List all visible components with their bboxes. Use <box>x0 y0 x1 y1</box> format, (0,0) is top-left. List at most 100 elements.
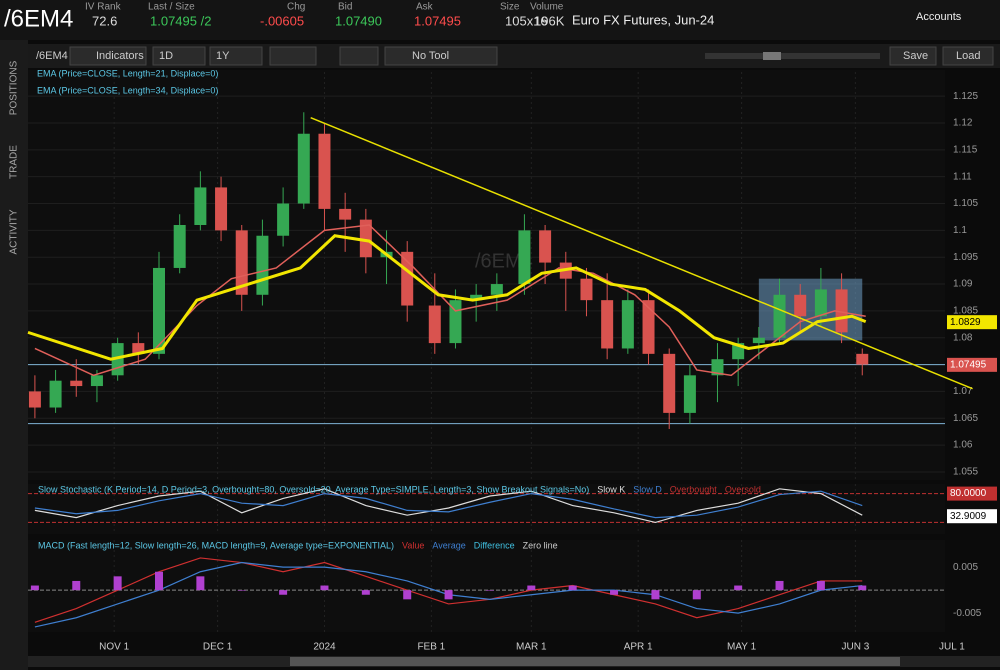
save-label: Save <box>903 50 928 62</box>
x-tick-label: NOV 1 <box>99 642 129 653</box>
ema-line <box>27 234 867 361</box>
load-button[interactable] <box>942 46 994 66</box>
histogram-bar <box>155 571 163 591</box>
quote-label: IV Rank <box>85 2 122 13</box>
tool-select[interactable] <box>384 46 498 66</box>
candle-body <box>490 284 503 295</box>
y-tick-label: 1.1 <box>953 225 967 236</box>
sidebar <box>0 40 28 670</box>
y-tick-label: 1.08 <box>953 332 973 343</box>
quote-label: Volume <box>530 2 564 13</box>
study-label: EMA (Price=CLOSE, Length=21, Displace=0) <box>37 68 218 78</box>
histogram-bar <box>403 590 412 600</box>
histogram-bar <box>858 585 867 591</box>
quote-label: Size <box>500 2 520 13</box>
candle-body <box>318 133 331 209</box>
candle-body <box>194 187 207 225</box>
axis-marker <box>947 509 997 524</box>
quote-value: 1.07495 <box>414 13 461 28</box>
candle-body <box>173 225 186 268</box>
candle-body <box>470 294 483 301</box>
load-label: Load <box>956 50 980 62</box>
candle-body <box>663 353 676 413</box>
y-tick-label: 1.11 <box>953 171 972 182</box>
chart-style-button[interactable] <box>269 46 317 66</box>
legend-entry: Oversold <box>725 484 761 494</box>
axis-marker <box>947 315 997 330</box>
candle-body <box>518 230 531 285</box>
candle-body <box>428 305 441 344</box>
histogram-bar <box>734 585 743 591</box>
accounts[interactable]: Accounts <box>916 11 962 23</box>
candle-body <box>90 375 103 387</box>
legend-entry: Overbought <box>670 484 718 494</box>
sidebar-tab: ACTIVITY <box>9 209 20 254</box>
candle-body <box>277 203 290 236</box>
candle-body <box>814 289 827 317</box>
histogram-bar <box>527 585 536 591</box>
candle-body <box>711 359 724 376</box>
candle-body <box>49 380 62 408</box>
price-plot <box>28 70 945 480</box>
x-tick-label: JUL 1 <box>939 642 965 653</box>
zoom-thumb[interactable] <box>763 52 781 60</box>
indicator-line <box>34 490 863 519</box>
legend-entry: Difference <box>474 540 515 550</box>
histogram-bar <box>72 580 81 591</box>
header-bar <box>0 0 1000 40</box>
x-tick-label: FEB 1 <box>417 642 445 653</box>
x-tick-label: DEC 1 <box>203 642 233 653</box>
axis-marker-label: 1.07495 <box>950 359 987 370</box>
symbol: /6EM4 <box>4 5 73 32</box>
quote-value: -.00605 <box>260 13 304 28</box>
macd-plot <box>28 540 945 632</box>
histogram-bar <box>692 590 701 600</box>
candle-body <box>215 187 228 231</box>
indicator-line <box>34 488 863 524</box>
axis-marker-label: 1.0829 <box>950 317 981 328</box>
x-tick-label: APR 1 <box>624 642 653 653</box>
candle-body <box>153 267 165 354</box>
candle-body <box>132 343 145 354</box>
axis-marker-label: 32.9009 <box>950 511 987 522</box>
sidebar-tab: POSITIONS <box>9 60 20 115</box>
candle-body <box>580 278 593 301</box>
y-tick-label: 1.105 <box>953 198 978 209</box>
quote-label: Chg <box>287 2 305 13</box>
candle-body <box>752 337 765 344</box>
toolbar-symbol[interactable]: /6EM4 <box>36 50 68 62</box>
histogram-bar <box>485 590 494 591</box>
zoom-slider[interactable] <box>705 53 880 59</box>
histogram-bar <box>279 590 288 595</box>
histogram-bar <box>610 590 619 595</box>
range-select[interactable] <box>209 46 263 66</box>
study-label: EMA (Price=CLOSE, Length=34, Displace=0) <box>37 85 218 95</box>
legend-entry: Zero line <box>523 540 558 550</box>
histogram-bar <box>568 585 577 591</box>
scroll-thumb[interactable] <box>290 657 900 666</box>
drawing-button[interactable] <box>339 46 379 66</box>
indicators-label: Indicators <box>96 50 144 62</box>
y-tick-label: 1.055 <box>953 467 978 478</box>
candle-body <box>235 230 248 295</box>
y-tick-label: 1.09 <box>953 279 973 290</box>
histogram-bar <box>361 590 370 595</box>
aggregation-select[interactable] <box>152 46 206 66</box>
quote-label: Bid <box>338 2 352 13</box>
x-tick-label: 2024 <box>313 642 336 653</box>
candle-body <box>642 300 655 354</box>
save-button[interactable] <box>889 46 937 66</box>
tool-label: No Tool <box>412 50 449 62</box>
y-tick-label: 1.085 <box>953 306 978 317</box>
y-tick-label: 1.065 <box>953 413 978 424</box>
range-label: 1Y <box>216 50 230 62</box>
quote-value: 196K <box>534 13 565 28</box>
y-tick-label: 1.12 <box>953 118 973 129</box>
quote-value: 1.07490 <box>335 13 382 28</box>
candle-body <box>835 289 848 333</box>
histogram-bar <box>816 580 825 591</box>
indicators-button[interactable] <box>69 46 147 66</box>
histogram-bar <box>320 585 329 591</box>
candle-body <box>28 391 41 408</box>
